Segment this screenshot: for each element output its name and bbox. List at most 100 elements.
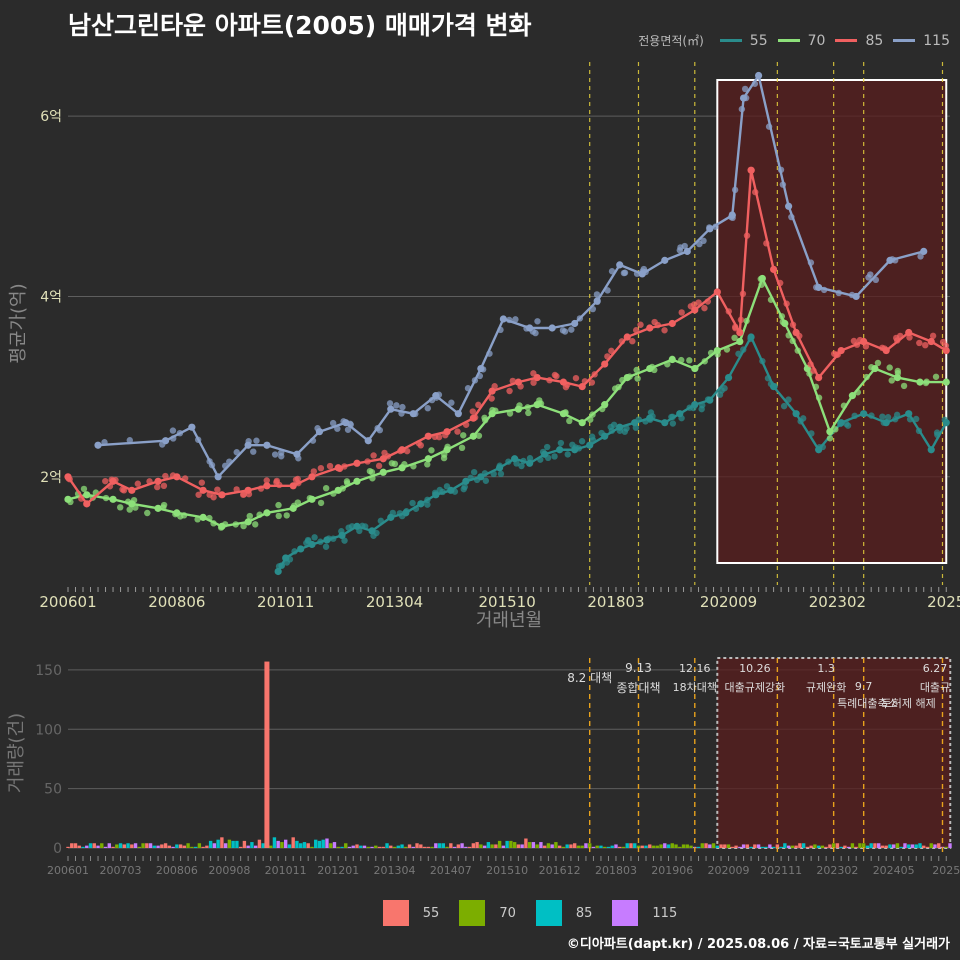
volume-bar — [749, 846, 753, 848]
volume-bar — [261, 843, 265, 848]
price-point-55 — [691, 401, 699, 409]
volume-bar — [464, 846, 468, 848]
price-scatter-point-70 — [283, 512, 290, 519]
volume-bar — [111, 846, 115, 848]
volume-bar — [407, 844, 412, 848]
price-scatter-point-55 — [424, 501, 431, 508]
volume-x-tick-label: 201201 — [317, 864, 359, 877]
price-x-tick-label: 201803 — [587, 593, 644, 611]
volume-bar — [370, 846, 374, 848]
price-point-55 — [308, 540, 316, 549]
price-scatter-point-115 — [250, 448, 257, 455]
bar-legend-item-55[interactable]: 55 — [382, 900, 439, 926]
price-point-55 — [882, 419, 890, 427]
price-point-85 — [905, 328, 913, 337]
price-point-70 — [623, 374, 631, 382]
chart-title: 남산그린타운 아파트(2005) 매매가격 변화 — [68, 11, 532, 40]
price-point-115 — [409, 410, 417, 418]
volume-x-tick-label: 201510 — [486, 864, 528, 877]
price-scatter-point-55 — [551, 453, 558, 460]
volume-x-tick-label: 202009 — [708, 864, 750, 877]
volume-bar — [640, 845, 644, 848]
price-scatter-point-55 — [621, 428, 628, 435]
price-scatter-point-55 — [669, 420, 677, 427]
price-point-55 — [661, 419, 669, 427]
legend-item-85[interactable]: 85 — [835, 33, 883, 49]
price-scatter-point-55 — [409, 499, 416, 507]
legend-item-70[interactable]: 70 — [777, 33, 825, 49]
volume-bar — [723, 844, 727, 848]
price-scatter-point-115 — [344, 426, 352, 433]
volume-bar — [85, 845, 89, 848]
volume-bar — [858, 843, 862, 848]
price-point-115 — [571, 319, 579, 328]
policy-annotation-label: 9.13 — [625, 661, 652, 675]
price-point-55 — [368, 527, 376, 535]
volume-bar — [884, 845, 888, 848]
volume-bar — [892, 844, 896, 848]
volume-bar — [201, 846, 205, 848]
volume-bar — [835, 843, 840, 848]
policy-annotation-label: 대출규제강화 — [724, 681, 785, 694]
bar-legend-item-70[interactable]: 70 — [459, 900, 516, 926]
volume-bar — [775, 844, 780, 848]
price-scatter-point-85 — [417, 442, 424, 449]
volume-bar — [66, 846, 70, 848]
volume-bar — [344, 843, 348, 848]
price-point-70 — [916, 378, 924, 386]
volume-bar — [670, 843, 674, 848]
bar-legend-item-115[interactable]: 115 — [612, 900, 677, 926]
price-scatter-point-55 — [588, 433, 596, 440]
price-scatter-point-85 — [160, 482, 168, 490]
price-scatter-point-70 — [366, 467, 374, 475]
legend-item-115[interactable]: 115 — [893, 33, 950, 49]
volume-bar — [377, 846, 382, 848]
policy-annotation-label: 규제완화 — [806, 681, 846, 694]
legend-label-85: 85 — [865, 32, 884, 49]
volume-bar — [783, 843, 787, 848]
volume-bar — [546, 843, 551, 848]
volume-bar — [441, 843, 446, 848]
volume-bar — [790, 845, 795, 848]
price-scatter-point-85 — [454, 428, 461, 435]
volume-bar — [351, 845, 355, 848]
price-scatter-point-70 — [317, 499, 325, 507]
volume-bar — [741, 844, 746, 848]
price-scatter-point-115 — [271, 451, 279, 458]
volume-bar — [922, 845, 926, 848]
volume-bar — [182, 845, 187, 848]
volume-bar — [475, 842, 479, 848]
price-scatter-point-55 — [482, 477, 490, 484]
price-scatter-point-85 — [701, 304, 708, 312]
legend-item-55[interactable]: 55 — [719, 33, 768, 49]
volume-bar — [467, 846, 472, 848]
volume-bar — [614, 844, 618, 848]
volume-bar — [655, 845, 659, 848]
price-scatter-point-85 — [310, 468, 318, 475]
volume-bar — [535, 844, 539, 848]
volume-bar — [633, 843, 637, 848]
volume-bar — [689, 845, 693, 848]
volume-bar — [501, 845, 506, 848]
volume-bar — [730, 846, 735, 848]
price-scatter-point-115 — [512, 316, 519, 323]
price-scatter-point-55 — [436, 486, 443, 494]
price-point-115 — [214, 473, 222, 481]
volume-bar — [415, 843, 419, 848]
volume-bar — [122, 844, 126, 848]
price-scatter-point-85 — [162, 472, 169, 480]
volume-bar — [321, 839, 325, 848]
price-point-85 — [128, 486, 136, 494]
volume-bar — [914, 844, 918, 848]
source-footer: ©디아파트(dapt.kr) / 2025.08.06 / 자료=국토교통부 실… — [566, 937, 950, 952]
price-scatter-point-70 — [874, 359, 882, 367]
volume-bar — [396, 845, 400, 848]
price-scatter-point-85 — [572, 374, 580, 382]
price-x-tick-label: 201510 — [478, 593, 535, 611]
volume-bar — [854, 846, 858, 848]
price-point-115 — [161, 437, 170, 445]
volume-bar — [929, 843, 933, 848]
bar-legend-item-85[interactable]: 85 — [535, 900, 592, 926]
price-scatter-point-70 — [275, 512, 282, 520]
